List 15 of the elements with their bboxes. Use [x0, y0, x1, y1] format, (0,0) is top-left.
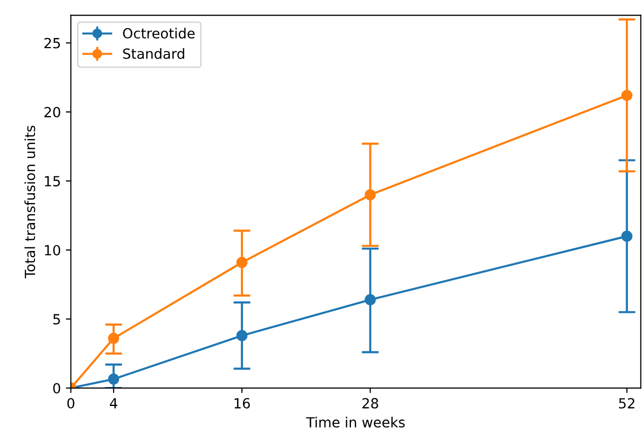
- x-tick-label: 28: [362, 398, 378, 409]
- x-tick-label: 52: [619, 398, 634, 409]
- y-tick-label: 5: [53, 314, 60, 324]
- y-tick-label: 20: [44, 106, 60, 118]
- y-axis-title: Total transfusion units: [24, 126, 36, 278]
- x-tick-label: 4: [110, 398, 118, 408]
- y-tick-label: 10: [44, 244, 60, 256]
- y-tick-label: 15: [44, 176, 60, 186]
- x-axis-title: Time in weeks: [306, 416, 405, 428]
- y-tick-label: 25: [44, 38, 60, 48]
- x-tick-label: 0: [67, 398, 74, 409]
- x-tick-label: 16: [234, 398, 250, 409]
- y-tick-label: 0: [53, 383, 60, 394]
- legend-label: Standard: [123, 48, 184, 59]
- legend-label: Octreotide: [123, 28, 195, 39]
